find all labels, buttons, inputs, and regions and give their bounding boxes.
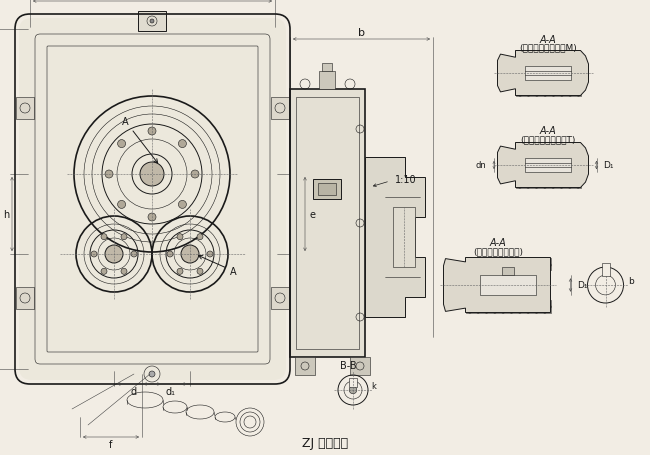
Text: d₁: d₁: [165, 386, 175, 396]
Text: B-B: B-B: [340, 360, 356, 370]
Text: h: h: [3, 210, 9, 219]
Bar: [515, 178, 580, 188]
Text: A: A: [198, 256, 237, 276]
Polygon shape: [443, 258, 551, 313]
Bar: [480, 276, 536, 295]
Bar: [515, 51, 580, 61]
Text: f: f: [109, 439, 112, 449]
Circle shape: [149, 371, 155, 377]
Text: d: d: [131, 386, 137, 396]
Circle shape: [105, 245, 123, 263]
Circle shape: [177, 269, 183, 275]
Circle shape: [101, 234, 107, 240]
Bar: [313, 180, 341, 200]
Text: 1:10: 1:10: [395, 175, 417, 185]
Bar: [515, 86, 580, 96]
Circle shape: [118, 140, 125, 148]
Bar: [465, 258, 551, 270]
Bar: [443, 266, 465, 304]
Bar: [525, 158, 571, 173]
Circle shape: [121, 234, 127, 240]
Circle shape: [101, 269, 107, 275]
Bar: [295, 357, 315, 375]
Bar: [319, 72, 335, 90]
Text: e: e: [309, 210, 315, 219]
Polygon shape: [365, 157, 425, 317]
Circle shape: [148, 213, 156, 222]
Bar: [322, 64, 332, 72]
Bar: [16, 288, 34, 309]
Circle shape: [197, 234, 203, 240]
Bar: [601, 264, 610, 276]
Circle shape: [91, 252, 97, 258]
Text: (输出轴压盖代号为M): (输出轴压盖代号为M): [519, 43, 577, 52]
Text: (输出轴压盖代号为T): (输出轴压盖代号为T): [520, 135, 576, 144]
Bar: [393, 207, 415, 268]
Bar: [515, 143, 580, 153]
Bar: [138, 12, 166, 32]
Bar: [497, 153, 515, 178]
Circle shape: [207, 252, 213, 258]
Circle shape: [150, 20, 154, 24]
Bar: [525, 66, 571, 81]
Circle shape: [105, 171, 113, 179]
Bar: [296, 98, 359, 349]
Text: A: A: [122, 117, 158, 164]
Circle shape: [131, 252, 137, 258]
Text: A-A: A-A: [540, 126, 556, 136]
Bar: [16, 98, 34, 120]
Polygon shape: [497, 143, 588, 188]
Circle shape: [178, 201, 187, 209]
Circle shape: [197, 269, 203, 275]
Text: k: k: [371, 382, 376, 391]
Circle shape: [148, 128, 156, 136]
Bar: [502, 268, 514, 276]
Circle shape: [178, 140, 187, 148]
Circle shape: [181, 245, 199, 263]
Circle shape: [140, 162, 164, 187]
Text: dn: dn: [475, 161, 486, 170]
Circle shape: [349, 386, 357, 394]
Bar: [271, 98, 289, 120]
Bar: [318, 184, 336, 196]
Text: A-A: A-A: [489, 238, 506, 248]
Circle shape: [167, 252, 173, 258]
Circle shape: [121, 269, 127, 275]
Circle shape: [118, 201, 125, 209]
Bar: [465, 301, 551, 313]
Bar: [290, 90, 365, 357]
Bar: [271, 288, 289, 309]
Text: D₁: D₁: [577, 281, 588, 290]
Text: A-A: A-A: [540, 35, 556, 45]
Text: b: b: [629, 277, 634, 286]
Circle shape: [191, 171, 199, 179]
Text: D₁: D₁: [603, 161, 614, 170]
Text: b: b: [358, 28, 365, 38]
Polygon shape: [497, 51, 588, 96]
Bar: [350, 357, 370, 375]
Bar: [367, 157, 405, 317]
Bar: [497, 61, 515, 86]
Text: ZJ 型减速器: ZJ 型减速器: [302, 436, 348, 450]
Bar: [349, 378, 357, 387]
Text: c: c: [149, 0, 155, 1]
Circle shape: [177, 234, 183, 240]
Text: (输出轴键联接型式): (输出轴键联接型式): [473, 247, 523, 255]
FancyBboxPatch shape: [19, 19, 286, 380]
